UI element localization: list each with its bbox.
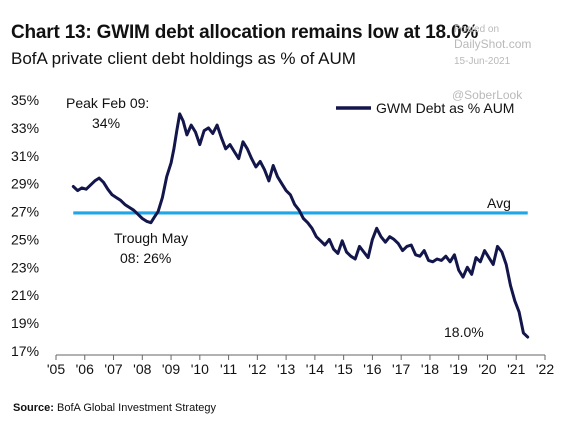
legend-label: GWM Debt as % AUM — [376, 100, 514, 116]
x-tick-label: '05 — [47, 361, 65, 377]
x-tick-label: '19 — [450, 361, 468, 377]
y-tick-label: 23% — [11, 259, 39, 275]
watermark-posted-on: Posted on — [454, 24, 500, 35]
x-tick-label: '11 — [220, 361, 237, 377]
source-text: BofA Global Investment Strategy — [57, 402, 217, 414]
annotation-trough: Trough May — [114, 230, 188, 246]
y-tick-label: 19% — [11, 315, 39, 331]
source-note: Source: BofA Global Investment Strategy — [13, 402, 216, 414]
annotation-peak: 34% — [92, 115, 120, 131]
y-tick-label: 27% — [11, 204, 39, 220]
watermark-date: 15-Jun-2021 — [454, 56, 511, 67]
x-tick-label: '22 — [536, 361, 554, 377]
x-tick-label: '14 — [306, 361, 324, 377]
x-tick-label: '08 — [133, 361, 151, 377]
x-tick-label: '06 — [76, 361, 94, 377]
annotation-peak: Peak Feb 09: — [66, 95, 149, 111]
chart-title: Chart 13: GWIM debt allocation remains l… — [11, 22, 479, 43]
chart-subtitle: BofA private client debt holdings as % o… — [11, 49, 356, 68]
y-tick-label: 29% — [11, 176, 39, 192]
x-tick-label: '15 — [335, 361, 353, 377]
annotation-last-value: 18.0% — [444, 324, 484, 340]
x-tick-label: '13 — [277, 361, 295, 377]
x-tick-label: '12 — [248, 361, 266, 377]
y-tick-label: 35% — [11, 92, 39, 108]
y-tick-label: 25% — [11, 231, 39, 247]
x-tick-label: '09 — [162, 361, 180, 377]
x-tick-label: '18 — [421, 361, 439, 377]
watermark-site: DailyShot.com — [454, 37, 532, 51]
x-tick-label: '16 — [363, 361, 381, 377]
x-tick-label: '07 — [104, 361, 122, 377]
y-tick-label: 31% — [11, 148, 39, 164]
source-label: Source: — [13, 402, 54, 414]
y-tick-label: 33% — [11, 120, 39, 136]
series-line-gwm-debt — [71, 112, 530, 339]
x-tick-label: '20 — [478, 361, 496, 377]
x-tick-label: '21 — [507, 361, 525, 377]
watermark-handle: @SoberLook — [452, 88, 523, 102]
annotation-avg: Avg — [487, 195, 511, 211]
x-tick-label: '10 — [191, 361, 209, 377]
annotation-trough: 08: 26% — [120, 250, 171, 266]
y-tick-label: 17% — [11, 343, 39, 359]
x-tick-label: '17 — [392, 361, 410, 377]
y-tick-label: 21% — [11, 287, 39, 303]
